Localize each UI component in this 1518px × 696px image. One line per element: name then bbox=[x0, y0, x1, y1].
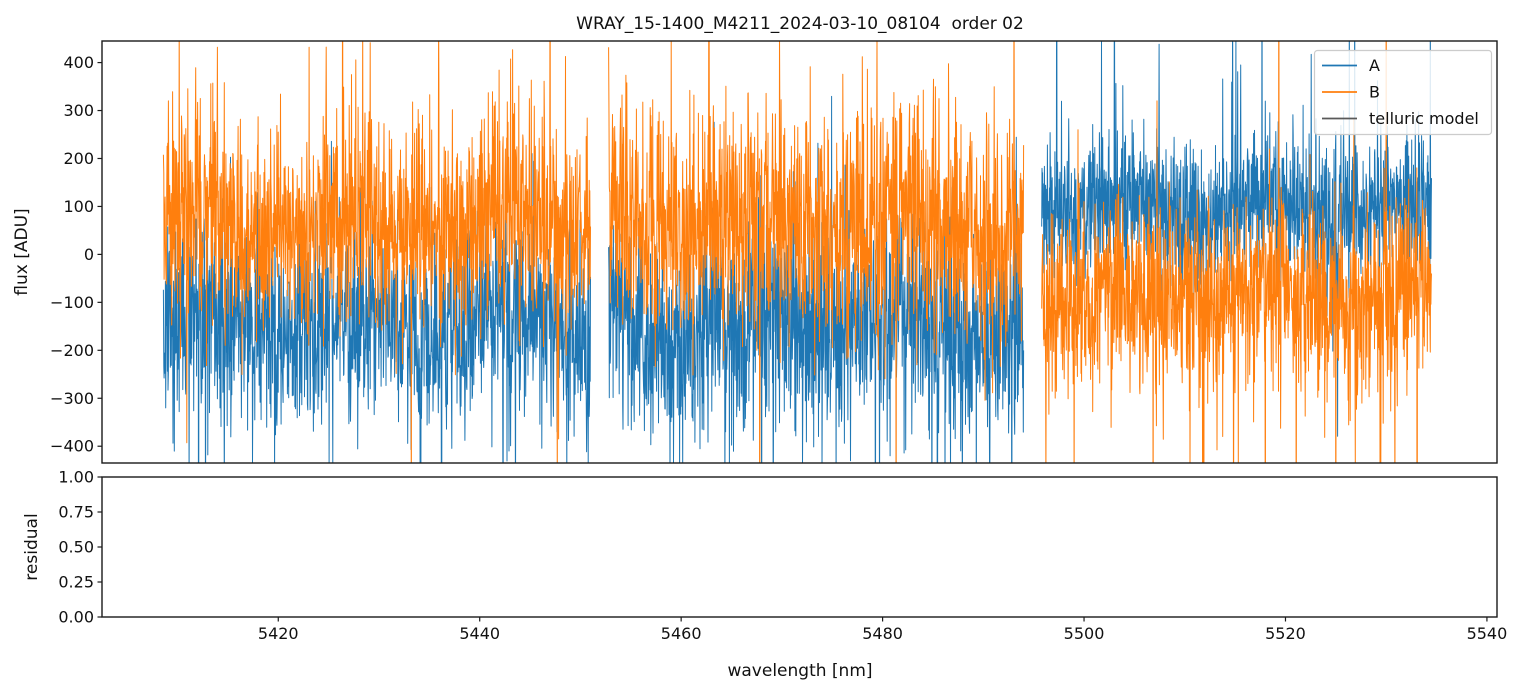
residual-y-ticks: 0.00 0.25 0.50 0.75 1.00 bbox=[58, 468, 102, 627]
x-tick-label: 5540 bbox=[1467, 624, 1508, 643]
residual-y-tick-label: 0.25 bbox=[58, 573, 94, 592]
series-b-segment bbox=[608, 41, 1025, 463]
legend-label-b: B bbox=[1369, 83, 1380, 102]
series-b-lines bbox=[162, 41, 1432, 463]
legend: A B telluric model bbox=[1313, 49, 1493, 136]
flux-y-tick-label: 300 bbox=[63, 101, 94, 120]
residual-y-tick-label: 0.50 bbox=[58, 538, 94, 557]
residual-y-axis-label: residual bbox=[22, 513, 42, 580]
x-axis-ticks: 5420 5440 5460 5480 5500 5520 5540 bbox=[258, 617, 1507, 643]
flux-panel: −400 −300 −200 −100 0 100 200 300 400 flux [ADU]… bbox=[12, 40, 1498, 464]
legend-label-a: A bbox=[1369, 56, 1380, 75]
flux-y-tick-label: −300 bbox=[50, 389, 94, 408]
flux-y-ticks: −400 −300 −200 −100 0 100 200 300 400 bbox=[50, 53, 102, 456]
series-a-segment bbox=[608, 95, 1025, 463]
x-tick-label: 5500 bbox=[1064, 624, 1105, 643]
flux-y-tick-label: −200 bbox=[50, 341, 94, 360]
series-b-segment bbox=[1041, 41, 1432, 463]
legend-label-telluric-model: telluric model bbox=[1369, 109, 1479, 128]
flux-y-tick-label: −100 bbox=[50, 293, 94, 312]
series-a-segment bbox=[162, 140, 591, 463]
x-tick-label: 5520 bbox=[1265, 624, 1306, 643]
x-axis-label: wavelength [nm] bbox=[727, 661, 872, 681]
flux-y-axis-label: flux [ADU] bbox=[12, 208, 32, 295]
flux-y-tick-label: 200 bbox=[63, 149, 94, 168]
residual-y-tick-label: 0.00 bbox=[58, 608, 94, 627]
flux-y-tick-label: −400 bbox=[50, 437, 94, 456]
residual-panel: 0.00 0.25 0.50 0.75 1.00 5420 5440 5460 5480 550… bbox=[22, 468, 1507, 644]
chart-title: WRAY_15-1400_M4211_2024-03-10_08104 orde… bbox=[576, 14, 1024, 34]
x-tick-label: 5440 bbox=[459, 624, 500, 643]
flux-y-tick-label: 0 bbox=[84, 245, 94, 264]
residual-y-tick-label: 1.00 bbox=[58, 468, 94, 487]
residual-y-tick-label: 0.75 bbox=[58, 503, 94, 522]
flux-y-tick-label: 400 bbox=[63, 53, 94, 72]
flux-y-tick-label: 100 bbox=[63, 197, 94, 216]
legend-frame bbox=[1313, 49, 1493, 136]
series-b-segment bbox=[162, 41, 591, 463]
x-tick-label: 5480 bbox=[862, 624, 903, 643]
flux-axes-frame bbox=[101, 40, 1498, 464]
x-tick-label: 5420 bbox=[258, 624, 299, 643]
x-tick-label: 5460 bbox=[661, 624, 702, 643]
